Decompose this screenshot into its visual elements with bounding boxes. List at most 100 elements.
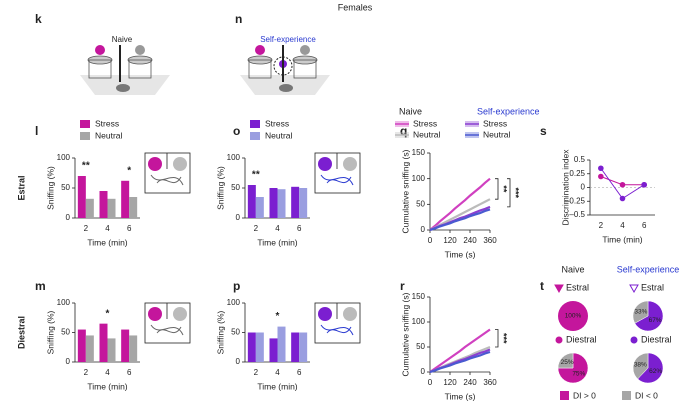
x-tick-label: 6 xyxy=(297,368,302,377)
x-tick-label: 2 xyxy=(254,368,259,377)
row-marker xyxy=(629,284,639,294)
x-tick-label: 0 xyxy=(428,378,433,387)
legend-title: Self-experience xyxy=(477,106,540,116)
pie-label: 33% xyxy=(634,309,647,316)
legend-label: Neutral xyxy=(95,130,123,140)
y-tick-label: 150 xyxy=(412,148,426,157)
row-label: Diestral xyxy=(16,316,26,349)
figure-header: Females xyxy=(338,2,373,12)
bar xyxy=(299,332,308,362)
y-tick-label: 50 xyxy=(416,199,425,208)
mouse xyxy=(300,45,310,55)
bar xyxy=(269,188,278,218)
y-tick-label: –0.5 xyxy=(569,210,585,219)
mouse xyxy=(279,84,293,92)
x-tick-label: 2 xyxy=(84,224,89,233)
trajectory xyxy=(320,324,354,336)
y-tick-label: 100 xyxy=(227,298,241,307)
panel-letter: o xyxy=(233,124,240,138)
pie-slice xyxy=(557,352,589,384)
x-tick-label: 4 xyxy=(275,224,280,233)
y-axis-label: Cumulative sniffing (s) xyxy=(400,292,410,376)
diagram-self: n Self-experience xyxy=(235,12,330,95)
y-tick-label: 0 xyxy=(236,213,241,222)
cup xyxy=(248,59,272,79)
x-tick-label: 0 xyxy=(428,236,433,245)
y-tick-label: 0 xyxy=(66,213,71,222)
panel-letter: l xyxy=(35,124,38,138)
x-tick-label: 2 xyxy=(599,221,604,230)
trajectory xyxy=(150,174,184,186)
legend-label: DI > 0 xyxy=(573,390,596,400)
arena-cup xyxy=(148,157,162,171)
y-tick-label: 100 xyxy=(227,153,241,162)
x-tick-label: 240 xyxy=(463,378,477,387)
mouse xyxy=(255,45,265,55)
mouse xyxy=(116,84,130,92)
x-tick-label: 4 xyxy=(275,368,280,377)
significance: ** xyxy=(499,185,509,193)
arena-cup xyxy=(343,157,357,171)
group-title: Self-experience xyxy=(617,264,680,274)
legend-title: Naive xyxy=(399,106,422,116)
bar xyxy=(247,185,256,218)
y-tick-label: 100 xyxy=(412,174,426,183)
row-marker xyxy=(554,284,564,294)
x-tick-label: 120 xyxy=(443,378,457,387)
panel-letter: m xyxy=(35,279,46,293)
bar xyxy=(85,335,94,362)
y-tick-label: 0 xyxy=(236,357,241,366)
arena-cup xyxy=(173,307,187,321)
x-axis-label: Time (min) xyxy=(257,381,297,391)
row-marker xyxy=(630,336,638,344)
significance: ** xyxy=(82,161,90,172)
significance: ** xyxy=(252,170,260,181)
y-tick-label: 100 xyxy=(412,317,426,326)
bar xyxy=(269,338,278,362)
x-tick-label: 4 xyxy=(105,224,110,233)
point xyxy=(619,195,626,202)
bar xyxy=(255,197,264,218)
arena-cup xyxy=(173,157,187,171)
panel-letter: n xyxy=(235,12,242,26)
mouse xyxy=(95,45,105,55)
y-tick-label: 0 xyxy=(581,183,586,192)
row-title: Estral xyxy=(566,282,589,292)
x-tick-label: 6 xyxy=(297,224,302,233)
panel-letter: r xyxy=(400,279,405,293)
bar xyxy=(129,335,138,362)
x-tick-label: 4 xyxy=(620,221,625,230)
legend-label: Neutral xyxy=(265,130,293,140)
y-axis-label: Sniffing (%) xyxy=(45,166,55,210)
cup xyxy=(293,59,317,79)
bar xyxy=(299,188,308,218)
significance: * xyxy=(127,165,131,176)
row-marker xyxy=(555,336,563,344)
y-tick-label: 150 xyxy=(412,292,426,301)
x-tick-label: 6 xyxy=(127,368,132,377)
x-axis-label: Time (min) xyxy=(257,237,297,247)
series-line xyxy=(429,177,491,231)
y-tick-label: 50 xyxy=(61,328,70,337)
significance-bracket xyxy=(495,329,499,348)
significance: *** xyxy=(499,333,509,344)
bar xyxy=(77,329,86,362)
arena-cup xyxy=(318,157,332,171)
trajectory xyxy=(150,324,184,336)
panel-letter: s xyxy=(540,124,547,138)
series-line xyxy=(429,328,491,373)
x-tick-label: 360 xyxy=(483,236,497,245)
pie-slice xyxy=(632,352,649,380)
significance: * xyxy=(276,311,280,322)
significance-bracket xyxy=(507,178,511,208)
legend-label: Stress xyxy=(265,118,289,128)
y-axis-label: Sniffing (%) xyxy=(215,166,225,210)
diagram-label: Naive xyxy=(112,35,133,44)
legend-label: Stress xyxy=(95,118,119,128)
y-tick-label: 0 xyxy=(66,357,71,366)
legend-label: Stress xyxy=(413,118,437,128)
pie-label: 100% xyxy=(565,313,582,320)
y-tick-label: 0 xyxy=(421,367,426,376)
x-tick-label: 120 xyxy=(443,236,457,245)
y-tick-label: 0 xyxy=(421,225,426,234)
